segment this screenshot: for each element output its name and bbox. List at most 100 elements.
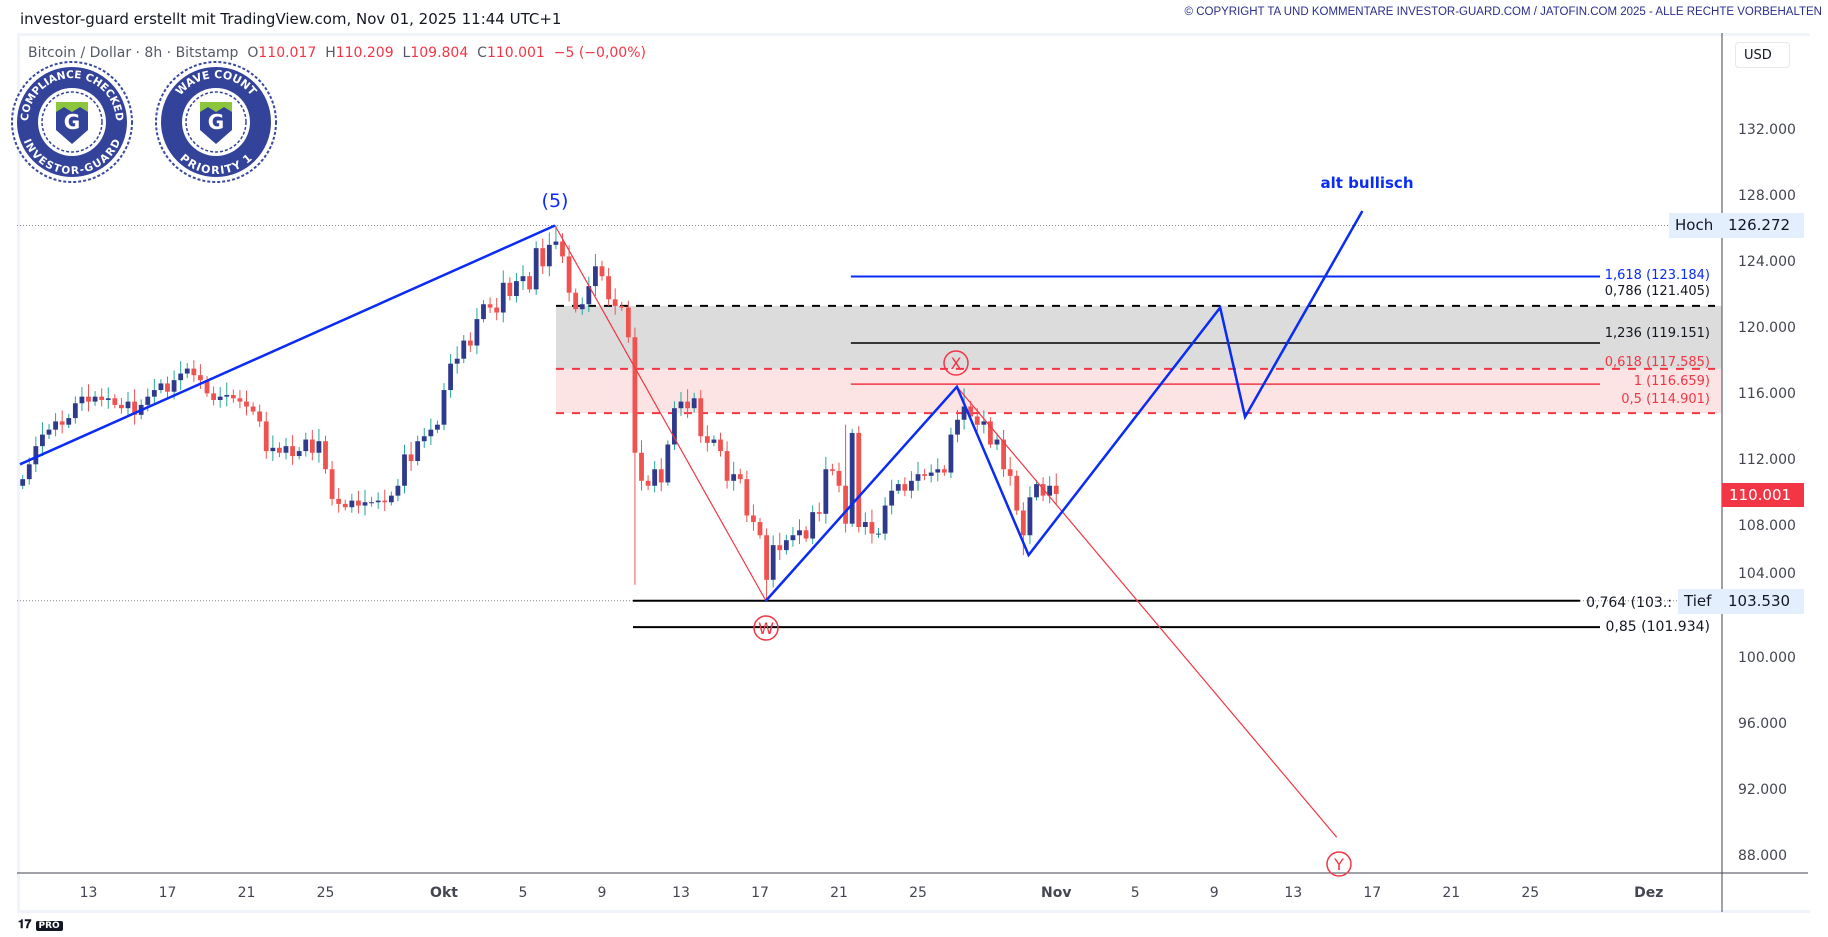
candle — [770, 535, 776, 588]
time-tick: 17 — [751, 885, 769, 901]
fib-label-0764: 0,764 (103.: — [1586, 595, 1672, 611]
candle — [955, 410, 960, 443]
candle — [1014, 470, 1020, 515]
candle — [672, 401, 677, 450]
candle-body — [211, 393, 216, 400]
candle-body — [316, 441, 322, 453]
candle-body — [836, 470, 842, 486]
impulse-line — [19, 224, 556, 466]
candle — [981, 410, 987, 434]
candle — [1047, 476, 1053, 504]
candle — [744, 470, 750, 523]
candle-body — [1001, 439, 1006, 470]
candle — [395, 478, 401, 502]
tradingview-logo[interactable]: 𝟏𝟕 PRO — [18, 917, 63, 932]
chart-frame — [17, 33, 1810, 913]
candle-body — [790, 535, 796, 541]
close-value: 110.001 — [486, 45, 545, 61]
candle — [20, 475, 26, 490]
candle — [922, 468, 927, 481]
wave-label-y: Y — [1326, 851, 1352, 877]
candle — [33, 436, 39, 472]
chart-credit: investor-guard erstellt mit TradingView.… — [20, 10, 562, 28]
candle-body — [283, 446, 289, 453]
candle-body — [53, 421, 58, 430]
candle — [876, 528, 881, 538]
candle — [184, 363, 190, 378]
candle-body — [862, 522, 868, 527]
high-tag-label: Hoch — [1669, 213, 1722, 238]
candle-body — [731, 474, 737, 481]
candle — [448, 354, 453, 398]
candle-body — [230, 395, 236, 399]
candle-body — [685, 401, 690, 409]
candle — [546, 232, 552, 277]
candle-body — [428, 429, 434, 437]
candle-body — [375, 500, 381, 503]
candle — [698, 390, 704, 443]
candle-body — [362, 502, 368, 506]
candle-body — [217, 396, 223, 400]
candle-body — [1020, 510, 1026, 536]
open-value: 110.017 — [258, 45, 317, 61]
candle-body — [441, 390, 447, 425]
alt-bullish-label: alt bullisch — [1321, 174, 1414, 192]
candle-body — [566, 256, 572, 293]
candle-body — [658, 469, 664, 483]
candle-body — [889, 490, 895, 506]
candle — [895, 479, 901, 494]
wave-label-x: X — [943, 350, 969, 376]
candle-body — [165, 383, 170, 392]
candle-body — [783, 540, 789, 551]
candle-body — [941, 469, 947, 473]
currency-button[interactable]: USD — [1735, 42, 1790, 68]
candle — [718, 432, 723, 457]
badge-g-logo: G — [64, 110, 80, 134]
candle — [836, 462, 842, 493]
symbol-info[interactable]: Bitcoin / Dollar · 8h · Bitstamp — [28, 45, 239, 61]
candle — [658, 458, 664, 492]
fib-label-0786: 0,786 (121.405) — [1604, 284, 1710, 299]
candle — [599, 260, 605, 281]
candle — [685, 389, 690, 419]
candle-body — [487, 304, 493, 308]
time-tick: 13 — [1284, 885, 1303, 901]
candle — [1001, 429, 1006, 477]
candle — [402, 444, 407, 494]
candle-body — [402, 454, 407, 486]
time-tick: 9 — [597, 885, 607, 901]
candle-body — [26, 464, 32, 480]
candle — [1007, 456, 1013, 486]
candle-body — [474, 319, 480, 346]
candle — [46, 424, 52, 439]
candle — [790, 527, 796, 547]
candle-body — [711, 439, 717, 443]
candle-body — [988, 421, 993, 445]
candle-body — [520, 276, 526, 282]
candle-body — [619, 305, 625, 308]
candle — [79, 387, 85, 411]
candle — [59, 410, 65, 434]
candle — [941, 465, 947, 476]
candle — [639, 440, 644, 491]
candle-body — [704, 436, 710, 443]
fib-label-1: 1 (116.659) — [1633, 374, 1710, 389]
candle — [336, 487, 342, 513]
candle-body — [895, 484, 901, 491]
candle — [323, 435, 328, 474]
candle — [283, 437, 289, 460]
candle-body — [639, 452, 644, 481]
candle-body — [494, 307, 500, 313]
price-tick: 96.000 — [1738, 716, 1787, 732]
candle — [862, 512, 868, 535]
candle-body — [151, 390, 157, 397]
candle — [652, 461, 658, 493]
time-tick: 13 — [79, 885, 98, 901]
candle — [270, 435, 276, 461]
candle-body — [744, 479, 750, 516]
candle-body — [296, 451, 302, 457]
candle-body — [329, 469, 335, 499]
candle-body — [171, 380, 177, 392]
candle-body — [119, 404, 124, 409]
